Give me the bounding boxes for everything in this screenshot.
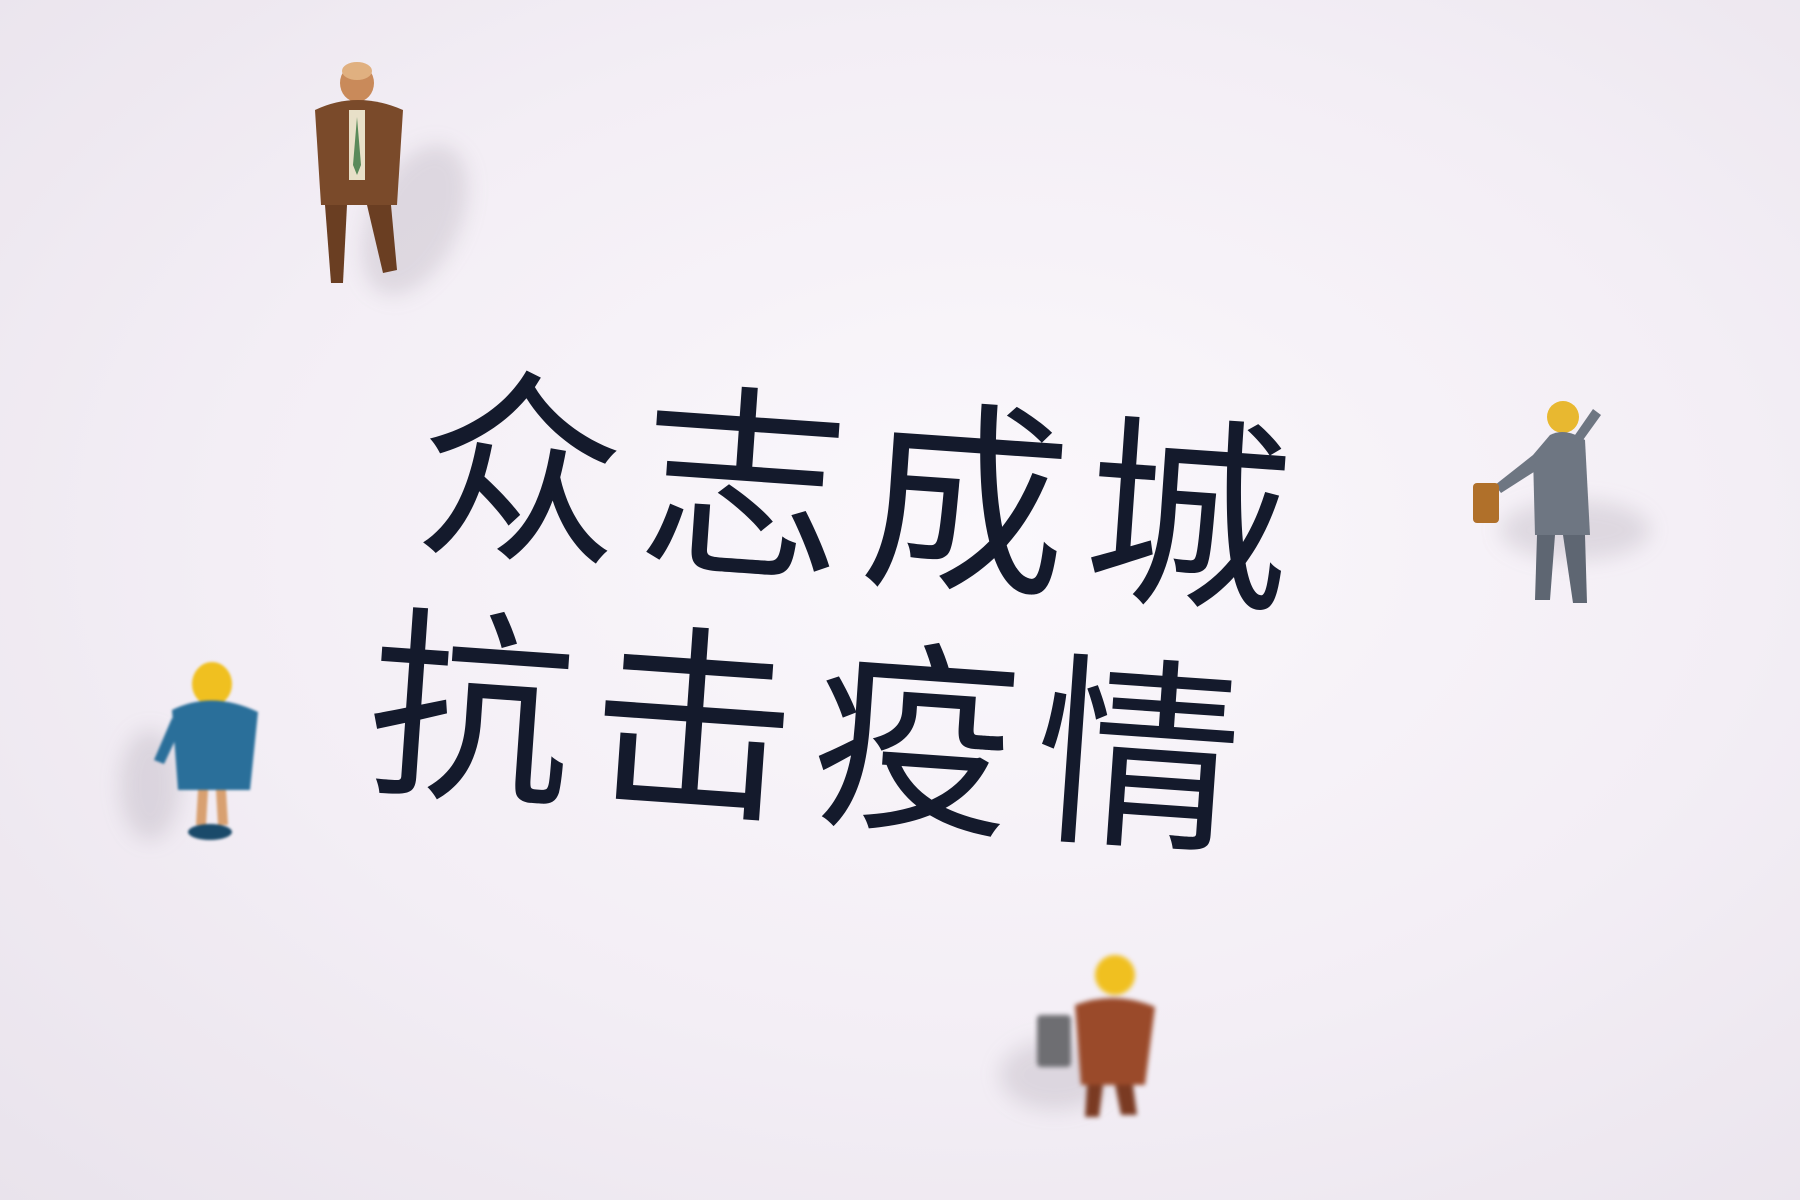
- headline-line-2: 抗击疫情: [360, 587, 1267, 888]
- businessman-figurine-icon: [285, 55, 435, 285]
- orange-coat-figurine-icon: [1015, 945, 1190, 1120]
- blue-jacket-figurine-icon: [150, 660, 280, 845]
- worker-figurine-icon: [1455, 395, 1635, 605]
